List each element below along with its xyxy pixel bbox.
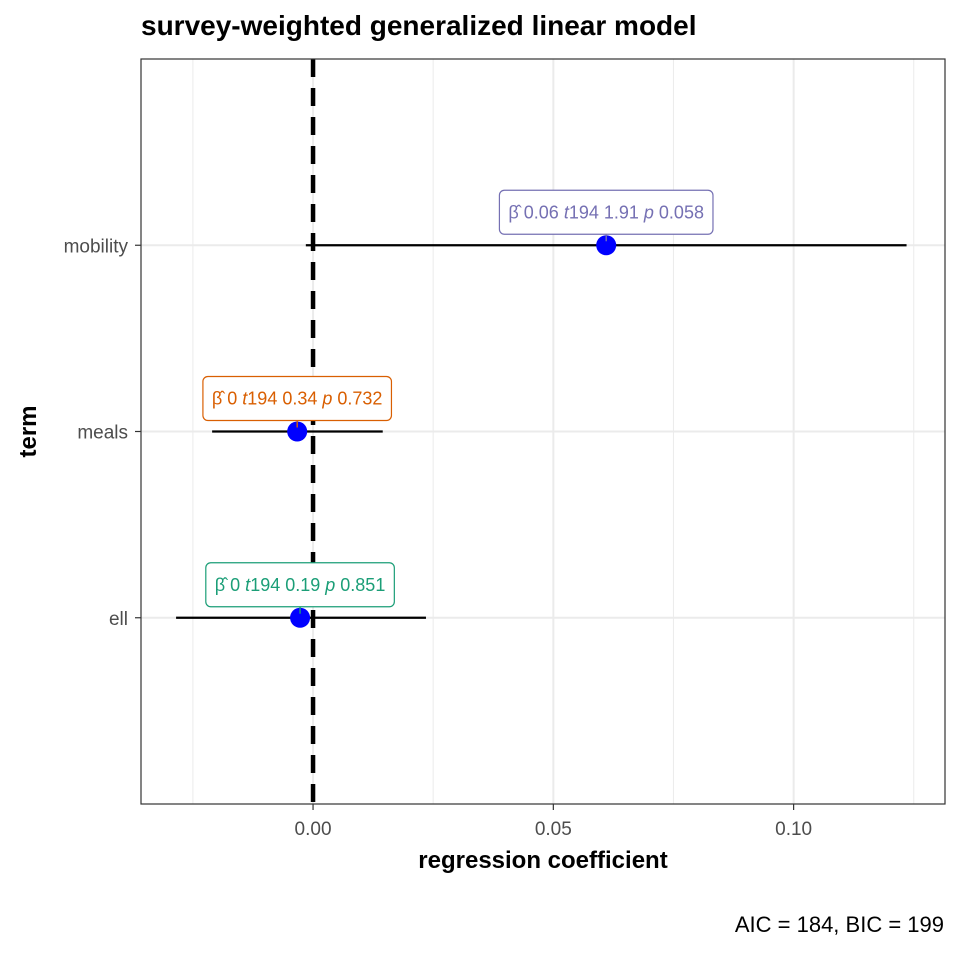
x-tick-label: 0.10 [775, 819, 812, 840]
label-mobility: β̂ 0.06 t194 1.91 p 0.058 [498, 189, 714, 242]
x-tick-label: 0.00 [295, 819, 332, 840]
x-axis: 0.00 0.05 0.10 [295, 804, 812, 840]
y-tick-label-ell: ell [109, 609, 128, 630]
point-ell [290, 607, 311, 628]
y-axis: ell meals mobility [64, 236, 141, 630]
point-meals [287, 421, 308, 442]
label-meals: β̂ 0 t194 0.34 p 0.732 [202, 375, 393, 428]
x-axis-title: regression coefficient [418, 847, 667, 874]
y-axis-title: term [15, 405, 42, 457]
chart-title: survey-weighted generalized linear model [141, 10, 697, 41]
y-tick-label-mobility: mobility [64, 236, 129, 257]
label-text-meals: β̂ 0 t194 0.34 p 0.732 [212, 389, 383, 409]
label-text-ell: β̂ 0 t194 0.19 p 0.851 [215, 575, 386, 595]
estimate-labels: β̂ 0 t194 0.19 p 0.851 β̂ 0 t194 0.34 p 0… [202, 189, 714, 614]
label-ell: β̂ 0 t194 0.19 p 0.851 [205, 562, 395, 614]
point-mobility [596, 235, 617, 256]
y-tick-label-meals: meals [77, 423, 128, 444]
estimate-points [287, 235, 617, 628]
model-fit-caption: AIC = 184, BIC = 199 [734, 912, 944, 937]
x-tick-label: 0.05 [535, 819, 572, 840]
label-text-mobility: β̂ 0.06 t194 1.91 p 0.058 [508, 202, 704, 222]
